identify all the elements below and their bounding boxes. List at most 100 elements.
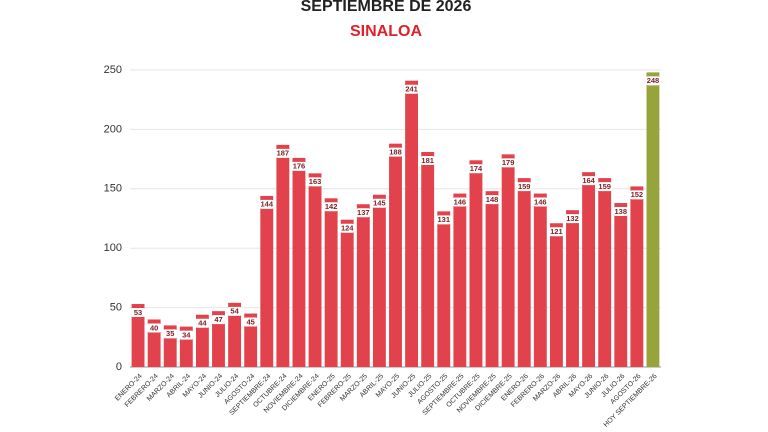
value-label-bg [420,155,435,165]
value-label: 40 [150,323,158,332]
bar [276,144,290,367]
bar [582,172,596,367]
value-label: 152 [631,190,644,199]
value-label: 137 [357,208,370,217]
value-label-bg [356,208,371,218]
value-label: 45 [247,317,255,326]
value-label-bg [275,148,290,158]
value-label-bg [645,76,660,86]
value-label-bg [501,158,516,168]
bar [469,160,483,367]
value-label: 54 [230,307,239,316]
value-label: 164 [582,176,595,185]
chart-title: SEPTIEMBRE DE 2026 [301,0,472,15]
value-label-bg [324,202,339,212]
value-label-bg [404,84,419,94]
value-label: 181 [421,156,434,165]
bar [356,204,370,367]
chart-subtitle: SINALOA [350,23,422,40]
bar [485,191,499,367]
value-label: 241 [405,84,418,93]
value-label-bg [308,177,323,187]
bar [212,311,225,367]
bar [228,302,242,367]
value-label: 144 [261,200,274,209]
value-label-bg [468,164,483,174]
bar [646,72,660,367]
bar [244,313,258,367]
value-label-bg [147,323,162,333]
value-label: 131 [438,215,451,224]
bar [501,154,515,367]
value-label-bg [372,198,387,208]
value-label-bg [533,197,548,207]
value-label-bg [131,308,146,318]
value-label-bg [340,223,355,233]
value-label: 187 [277,149,290,158]
value-label: 145 [373,199,386,208]
bar [453,193,467,367]
bar [340,219,354,367]
value-label-bg [581,176,596,186]
value-label-bg [436,215,451,225]
value-label-bg [517,182,532,192]
value-label-bg [452,197,467,207]
bar [549,223,563,367]
bar [566,210,579,367]
value-label: 53 [134,308,142,317]
bar [195,314,209,367]
value-label-bg [259,199,274,209]
value-label-bg [243,317,258,327]
value-label: 159 [598,182,611,191]
value-label: 188 [389,147,402,156]
value-label: 44 [198,319,207,328]
y-tick-label: 0 [116,361,122,373]
value-label: 132 [566,214,579,223]
value-label: 146 [454,197,467,206]
y-tick-label: 50 [110,302,122,314]
bar [389,143,402,367]
bar [598,178,612,367]
y-tick-label: 200 [104,123,122,135]
value-label: 176 [293,162,306,171]
value-label-bg [629,190,644,200]
value-label: 174 [470,164,483,173]
y-tick-label: 250 [104,64,122,76]
value-label: 159 [518,182,531,191]
y-tick-label: 100 [104,242,122,254]
value-label: 121 [550,227,563,236]
value-label: 142 [325,202,338,211]
value-label-bg [485,195,500,205]
bar [292,157,306,367]
value-label-bg [195,318,210,328]
value-label-bg [163,329,178,339]
value-label: 34 [182,330,191,339]
bar [533,193,547,367]
value-label-bg [388,147,403,157]
bar [614,203,628,367]
value-label: 163 [309,177,322,186]
value-label: 47 [214,315,222,324]
bar [324,198,338,367]
value-label: 35 [166,329,174,338]
value-label: 124 [341,223,354,232]
value-label: 248 [647,76,660,85]
bar [405,80,419,367]
value-label-bg [179,330,194,340]
y-tick-label: 150 [104,183,122,195]
value-label: 138 [615,207,628,216]
bar [421,151,435,367]
value-label: 146 [534,197,547,206]
value-label-bg [565,214,580,224]
bar [308,173,322,367]
value-label-bg [597,182,612,192]
value-label-bg [227,306,242,316]
bar [131,304,145,367]
value-label-bg [549,227,564,237]
value-label: 148 [486,195,499,204]
value-label-bg [291,161,306,171]
bar [630,186,644,367]
bar [372,194,386,367]
value-label: 179 [502,158,515,167]
